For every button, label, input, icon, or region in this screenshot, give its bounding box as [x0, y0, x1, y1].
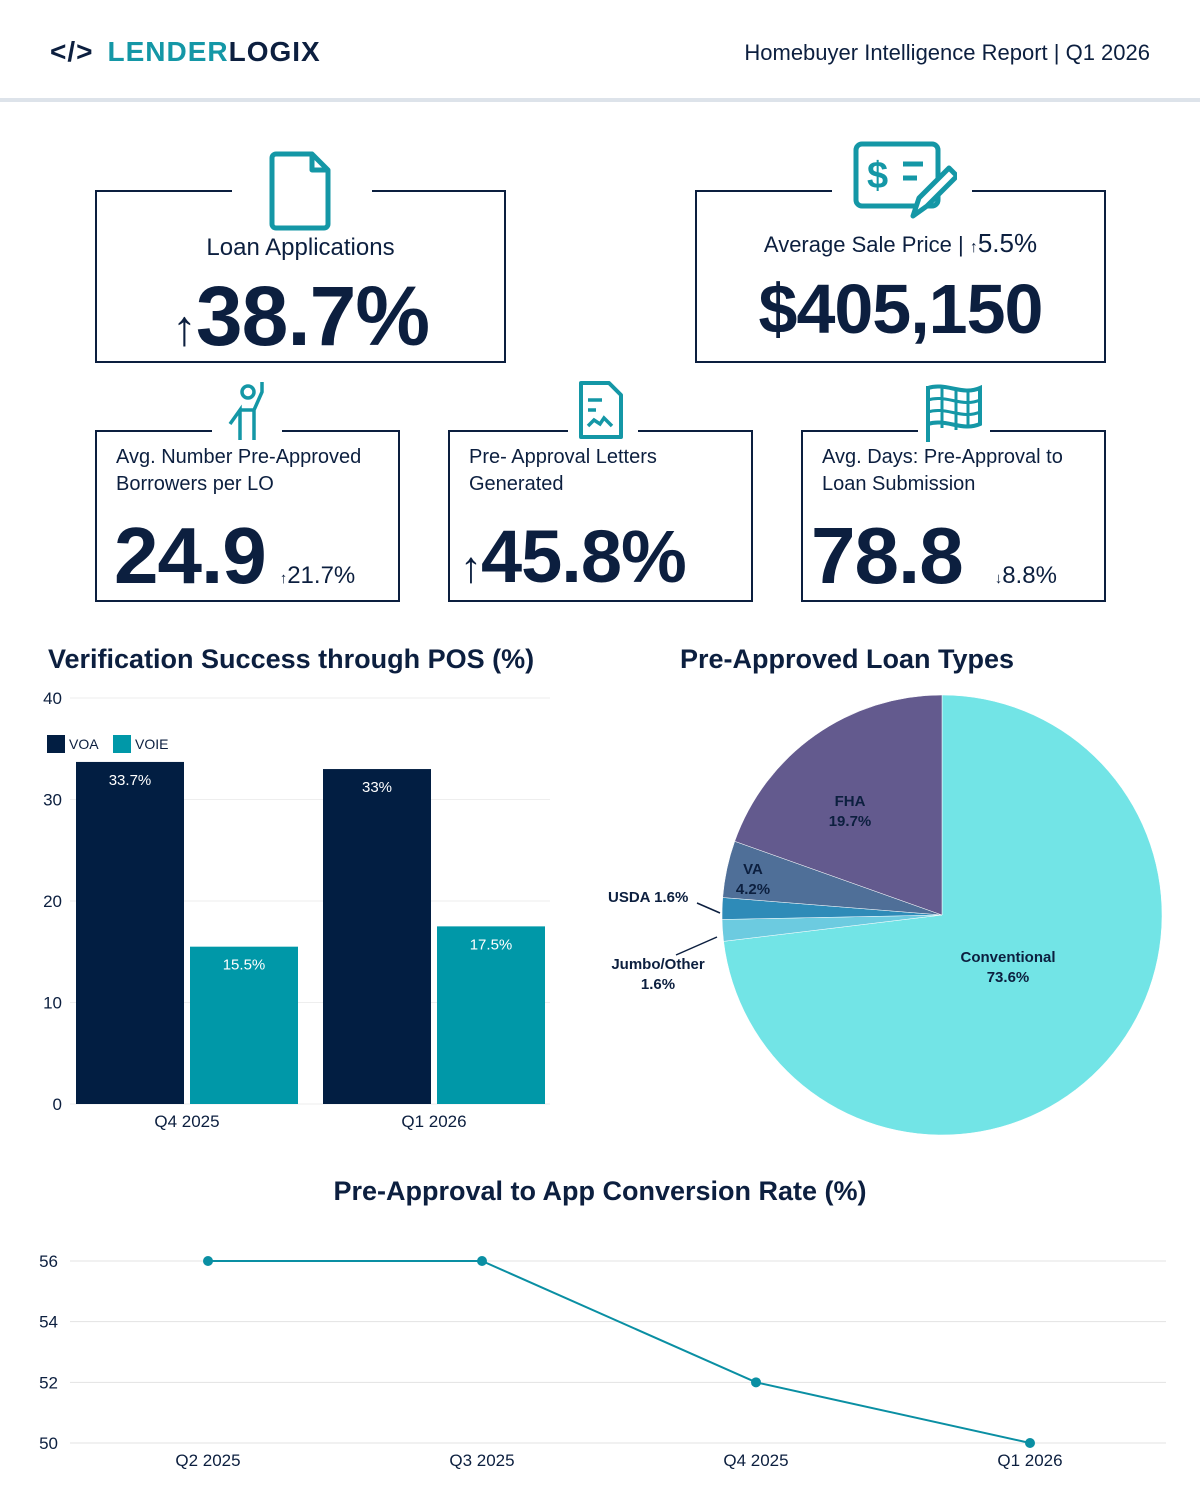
- pie-label-fha: 19.7%: [829, 813, 872, 830]
- kpi-average-sale-price: Average Sale Price | ↑5.5% $405,150: [695, 188, 1106, 363]
- y-tick-label: 50: [39, 1434, 58, 1453]
- bar-voie: [190, 946, 298, 1104]
- pie-leader-line: [696, 902, 721, 914]
- pie-label-conventional: 73.6%: [987, 969, 1030, 986]
- legend-label: VOA: [69, 736, 99, 752]
- kpi-preapproved-borrowers: Avg. Number Pre-Approved Borrowers per L…: [95, 428, 400, 602]
- pie-chart: Conventional 73.6% FHA 19.7% VA 4.2% USDA 1.6%…: [608, 694, 1163, 1136]
- logo: </> LENDERLOGIX: [50, 36, 321, 67]
- pie-slice-conventional: [723, 694, 1163, 1136]
- line-point: [1025, 1438, 1035, 1448]
- pie-label-va: 4.2%: [736, 881, 770, 898]
- line-chart: 50 52 54 56 Q2 2025 Q3 2025 Q4 2025 Q1 2026: [39, 1252, 1166, 1470]
- x-tick-label: Q1 2026: [401, 1112, 466, 1131]
- x-tick-label: Q3 2025: [449, 1451, 514, 1470]
- code-icon: </>: [50, 36, 94, 67]
- legend-swatch: [47, 735, 65, 753]
- line-point: [203, 1256, 213, 1266]
- bar-data-label: 33%: [362, 779, 392, 796]
- report-title: Homebuyer Intelligence Report | Q1 2026: [744, 40, 1150, 65]
- y-tick-label: 0: [53, 1095, 62, 1114]
- legend-swatch: [113, 735, 131, 753]
- y-tick-label: 56: [39, 1252, 58, 1271]
- pie-leader-line: [675, 936, 718, 956]
- bar-data-label: 15.5%: [223, 957, 266, 974]
- header: </> LENDERLOGIX Homebuyer Intelligence Re…: [0, 0, 1200, 102]
- bar-voa: [76, 761, 184, 1104]
- bar-data-label: 17.5%: [470, 936, 513, 953]
- x-tick-label: Q4 2025: [154, 1112, 219, 1131]
- flag-icon: [926, 384, 982, 442]
- pie-label-jumbo-other: Jumbo/Other: [611, 956, 705, 973]
- arrow-up-icon: ↑: [460, 543, 482, 592]
- x-tick-label: Q2 2025: [175, 1451, 240, 1470]
- pie-label-usda: USDA 1.6%: [608, 889, 688, 906]
- legend-label: VOIE: [135, 736, 168, 752]
- person-icon: [228, 382, 264, 440]
- bar-chart: 0 10 20 30 40 33.7% 15.5% Q4 2025 33% 17.5% Q1 202…: [43, 689, 550, 1131]
- y-tick-label: 20: [43, 892, 62, 911]
- svg-text:$: $: [867, 155, 888, 197]
- line-series: [208, 1260, 1031, 1444]
- bar-data-label: 33.7%: [109, 772, 152, 789]
- x-tick-label: Q1 2026: [997, 1451, 1062, 1470]
- pie-label-va: VA: [743, 861, 763, 878]
- pie-chart-title: Pre-Approved Loan Types: [680, 644, 1015, 674]
- y-tick-label: 52: [39, 1373, 58, 1392]
- y-tick-label: 54: [39, 1313, 58, 1332]
- kpi-letters-generated: Pre- Approval Letters Generated ↑45.8%: [448, 428, 753, 602]
- invoice-pen-icon: $: [853, 141, 957, 219]
- y-tick-label: 40: [43, 689, 62, 708]
- line-point: [751, 1377, 761, 1388]
- pie-label-fha: FHA: [835, 793, 866, 810]
- kpi-days-to-submission: Avg. Days: Pre-Approval to Loan Submissi…: [801, 428, 1106, 602]
- x-tick-label: Q4 2025: [723, 1451, 788, 1470]
- line-point: [477, 1256, 487, 1266]
- pie-slice-fha: [734, 694, 943, 916]
- line-chart-title: Pre-Approval to App Conversion Rate (%): [333, 1176, 867, 1206]
- letter-icon: [579, 381, 623, 439]
- bar-voa: [323, 769, 431, 1104]
- bar-voie: [437, 926, 545, 1104]
- arrow-up-icon: ↑: [171, 300, 197, 356]
- y-tick-label: 30: [43, 791, 62, 810]
- pie-label-jumbo-other: 1.6%: [641, 976, 675, 993]
- y-tick-label: 10: [43, 994, 62, 1013]
- bar-chart-title: Verification Success through POS (%): [48, 644, 535, 674]
- pie-label-conventional: Conventional: [960, 949, 1055, 966]
- document-icon: [269, 151, 331, 231]
